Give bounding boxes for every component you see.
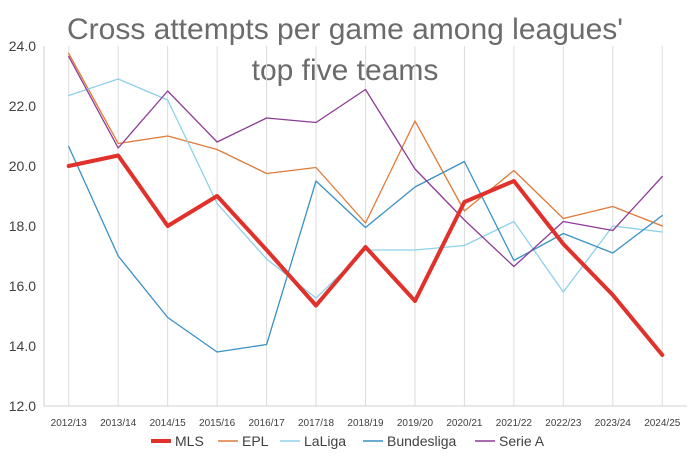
x-tick-label: 2012/13: [51, 418, 88, 429]
y-tick-label: 18.0: [9, 218, 36, 234]
x-tick-label: 2017/18: [298, 418, 335, 429]
y-tick-label: 20.0: [9, 158, 36, 174]
x-tick-label: 2016/17: [248, 418, 285, 429]
x-tick-label: 2018/19: [347, 418, 384, 429]
x-tick-label: 2019/20: [397, 418, 434, 429]
chart-title: Cross attempts per game among leagues' t…: [67, 13, 623, 87]
x-tick-label: 2022/23: [545, 418, 582, 429]
x-tick-label: 2014/15: [150, 418, 187, 429]
series-line-mls: [66, 153, 665, 357]
legend-label-epl: EPL: [242, 433, 269, 449]
x-tick-label: 2013/14: [100, 418, 137, 429]
series-line-epl: [68, 52, 663, 227]
x-tick-label: 2020/21: [446, 418, 483, 429]
legend-label-laliga: LaLiga: [304, 433, 346, 449]
series-line-bundesliga: [68, 145, 663, 353]
series-lines: [66, 52, 665, 357]
legend-label-mls: MLS: [175, 433, 204, 449]
series-line-serie-a: [68, 55, 663, 268]
y-tick-label: 24.0: [9, 38, 36, 54]
y-tick-label: 14.0: [9, 338, 36, 354]
legend-label-bundesliga: Bundesliga: [387, 433, 456, 449]
legend: MLS EPL LaLiga Bundesliga Serie A: [151, 433, 545, 449]
chart-title-line-2: top five teams: [252, 54, 439, 87]
x-tick-label: 2023/24: [595, 418, 632, 429]
vertical-gridlines: [68, 46, 663, 406]
y-tick-label: 22.0: [9, 98, 36, 114]
legend-label-serie-a: Serie A: [499, 433, 545, 449]
x-tick-label: 2021/22: [496, 418, 533, 429]
chart-title-line-1: Cross attempts per game among leagues': [67, 13, 623, 46]
x-tick-label: 2024/25: [644, 418, 681, 429]
y-tick-label: 16.0: [9, 278, 36, 294]
y-tick-label: 12.0: [9, 398, 36, 414]
axes: 12.0 14.0 16.0 18.0 20.0 22.0 24.0 2012/13 2013/…: [9, 38, 687, 429]
x-tick-label: 2015/16: [199, 418, 236, 429]
